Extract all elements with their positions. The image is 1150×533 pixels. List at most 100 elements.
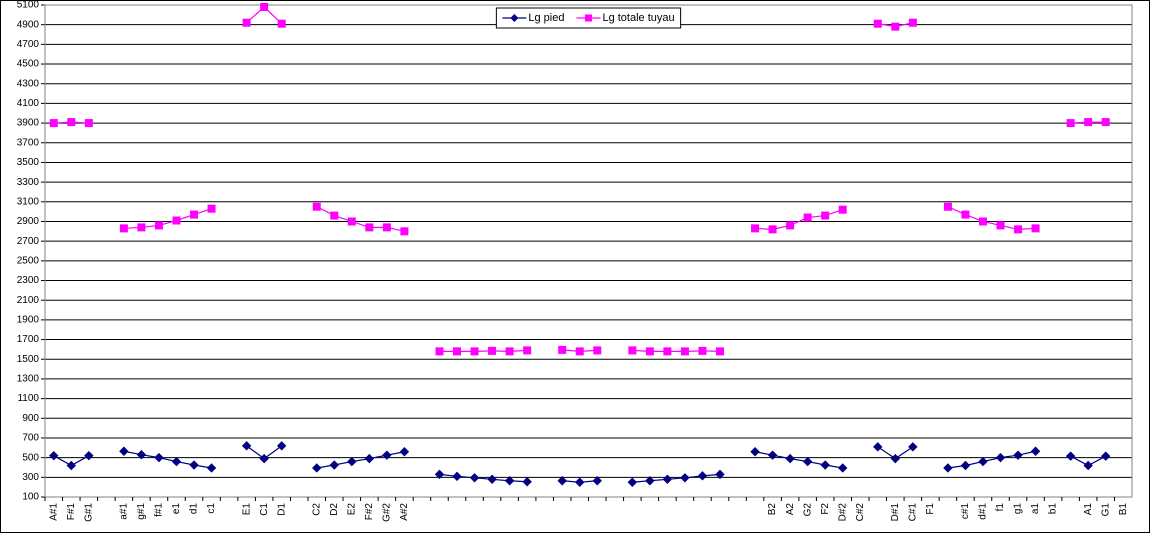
point [66, 460, 77, 471]
point [1100, 451, 1111, 461]
x-tick-label: G#1 [83, 503, 94, 522]
point [698, 346, 707, 355]
point [154, 452, 164, 463]
point [154, 221, 163, 230]
point [1014, 225, 1023, 234]
point [575, 477, 585, 487]
x-tick-label: c1 [206, 503, 217, 514]
point [891, 22, 900, 31]
point [943, 202, 952, 211]
point [995, 452, 1006, 463]
point [961, 210, 970, 219]
point [276, 441, 287, 451]
point [119, 224, 128, 233]
point [329, 460, 339, 470]
point [592, 476, 602, 486]
x-tick-label: D2 [329, 503, 340, 516]
x-tick-label: D#1 [890, 503, 901, 522]
y-tick-label: 900 [22, 413, 39, 424]
x-tick-label: f1 [995, 503, 1006, 512]
x-tick-label: A2 [785, 503, 796, 516]
y-tick-label: 4500 [17, 59, 40, 70]
x-tick-label: F#2 [364, 503, 375, 521]
point [1083, 460, 1093, 471]
point [84, 450, 94, 461]
y-tick-label: 500 [22, 452, 39, 463]
point [873, 442, 883, 452]
point [873, 19, 882, 28]
x-tick-label: E1 [241, 503, 252, 516]
legend-label: Lg totale tuyau [602, 12, 674, 24]
x-tick-label: F#1 [66, 503, 77, 521]
point [978, 456, 988, 467]
point [890, 453, 901, 464]
x-tick-label: B2 [767, 503, 778, 516]
x-tick-label: g#1 [136, 503, 147, 520]
point [838, 205, 847, 214]
y-tick-label: 700 [22, 433, 39, 444]
x-tick-label: F2 [820, 503, 831, 515]
y-tick-label: 3500 [17, 157, 40, 168]
point [715, 347, 724, 356]
y-tick-label: 2500 [17, 255, 40, 266]
point [400, 227, 409, 236]
point [312, 202, 321, 211]
point [680, 347, 689, 356]
x-tick-label: C#1 [907, 503, 918, 522]
x-tick-label: G#2 [382, 503, 393, 522]
point [190, 210, 199, 219]
x-tick-label: C2 [311, 503, 322, 516]
x-tick-label: D#2 [837, 503, 848, 522]
point [136, 449, 147, 460]
y-tick-label: 2700 [17, 236, 40, 247]
point [399, 447, 410, 457]
legend-label: Lg pied [528, 12, 564, 24]
point [1066, 119, 1075, 128]
point [84, 119, 93, 128]
point [593, 346, 602, 355]
x-tick-label: g1 [1013, 503, 1024, 515]
y-tick-label: 3300 [17, 177, 40, 188]
point [172, 216, 181, 225]
point [522, 477, 532, 487]
x-tick-label: a#1 [119, 503, 130, 520]
point [207, 204, 216, 213]
point [171, 456, 182, 467]
point [49, 450, 59, 461]
x-tick-label: C#2 [855, 503, 866, 522]
point [241, 441, 252, 451]
point [259, 453, 269, 464]
point [697, 471, 708, 481]
point [645, 347, 654, 356]
x-tick-label: a1 [1030, 503, 1041, 515]
y-tick-label: 1700 [17, 334, 40, 345]
y-tick-label: 300 [22, 472, 39, 483]
y-tick-label: 3700 [17, 137, 40, 148]
point [504, 476, 515, 486]
x-tick-label: A1 [1083, 503, 1094, 516]
point [382, 450, 392, 460]
y-tick-label: 100 [22, 492, 39, 503]
point [453, 347, 462, 356]
point [523, 346, 532, 355]
point [347, 217, 356, 226]
point [67, 118, 76, 127]
y-tick-label: 5100 [17, 0, 40, 11]
x-tick-label: C1 [259, 503, 270, 516]
point [347, 456, 357, 467]
point [1084, 118, 1093, 127]
x-tick-label: A#1 [48, 503, 59, 521]
point [1065, 451, 1076, 461]
point [137, 223, 146, 232]
point [802, 456, 813, 467]
legend-marker [510, 14, 519, 22]
point [751, 224, 760, 233]
y-tick-label: 4300 [17, 78, 40, 89]
point [908, 18, 917, 27]
legend: Lg pied Lg totale tuyau [495, 7, 682, 29]
point [680, 473, 690, 483]
point [821, 211, 830, 220]
point [575, 347, 584, 356]
y-tick-label: 3900 [17, 118, 40, 129]
